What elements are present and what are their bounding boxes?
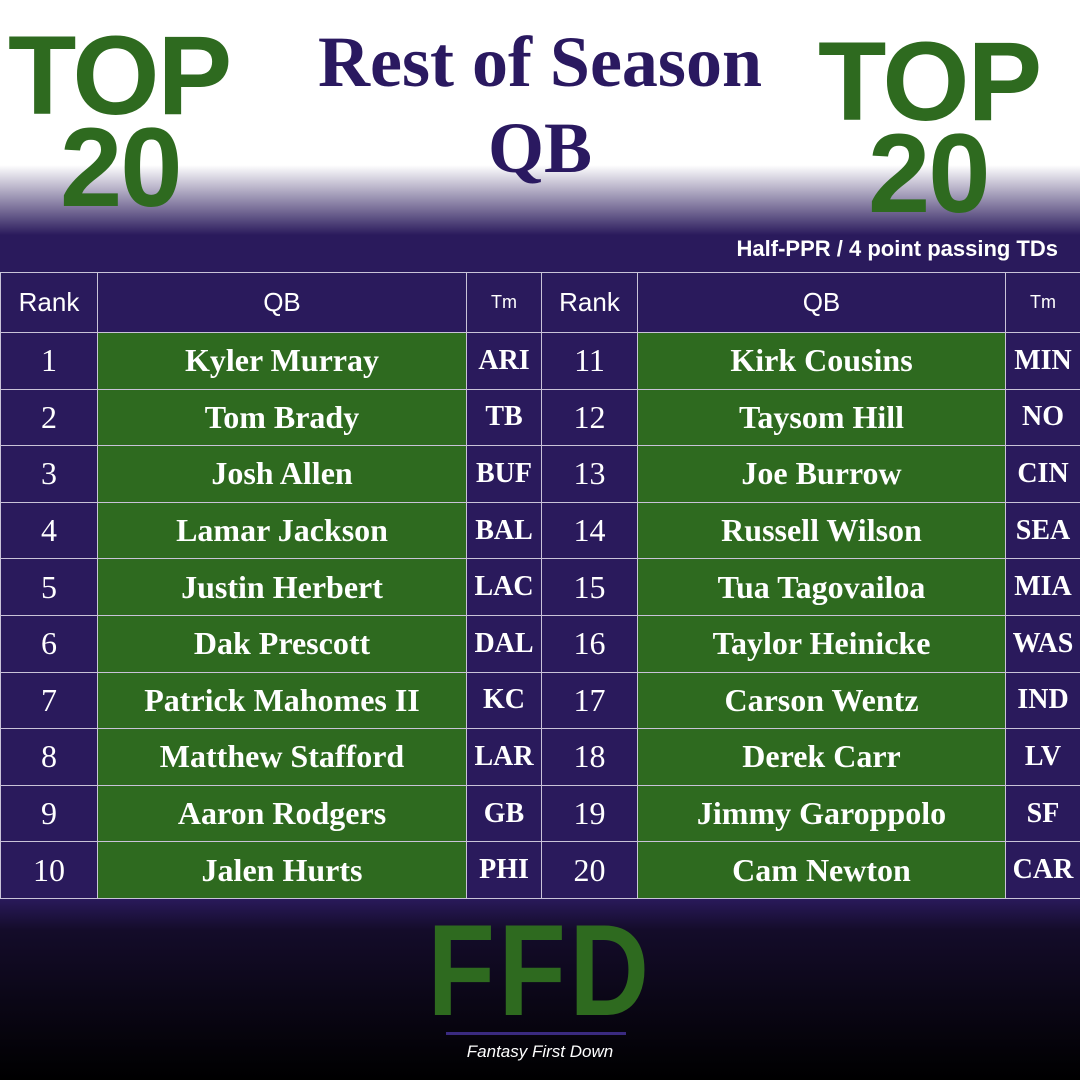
tm-cell: GB	[466, 784, 542, 843]
title: Rest of Season	[318, 22, 762, 102]
qb-cell: Taysom Hill	[637, 388, 1006, 447]
subtitle: Half-PPR / 4 point passing TDs	[736, 236, 1058, 261]
tm-cell: BUF	[466, 445, 542, 503]
rank-cell: 9	[0, 784, 98, 843]
rank-cell: 8	[0, 728, 98, 786]
rank-cell: 13	[541, 445, 638, 503]
qb-cell: Carson Wentz	[637, 671, 1006, 730]
qb-cell: Kirk Cousins	[637, 332, 1006, 390]
qb-cell: Matthew Stafford	[97, 728, 467, 786]
rank-cell: 15	[541, 558, 638, 616]
tagline: Fantasy First Down	[466, 1042, 614, 1061]
rank-cell: 16	[541, 615, 638, 673]
tm-cell: LAC	[466, 558, 542, 616]
rank-cell: 3	[0, 445, 98, 503]
tm-cell: CIN	[1005, 445, 1080, 503]
qb-cell: Joe Burrow	[637, 445, 1006, 503]
qb-cell: Cam Newton	[637, 841, 1006, 899]
tm-cell: LAR	[466, 728, 542, 786]
qb-cell: Taylor Heinicke	[637, 615, 1006, 673]
logo: FFD	[427, 897, 653, 1043]
rank-cell: 18	[541, 728, 638, 786]
tm-cell: LV	[1005, 728, 1080, 786]
tm-cell: IND	[1005, 671, 1080, 730]
column-header: Tm	[466, 272, 542, 333]
column-header: QB	[97, 272, 467, 333]
rank-cell: 2	[0, 388, 98, 447]
tm-cell: MIN	[1005, 332, 1080, 390]
column-header: QB	[637, 272, 1006, 333]
logo-rule	[446, 1032, 626, 1035]
tm-cell: WAS	[1005, 615, 1080, 673]
top-label: TOP	[8, 13, 232, 138]
top-label: TOP	[818, 19, 1042, 144]
rank-cell: 6	[0, 615, 98, 673]
qb-cell: Jalen Hurts	[97, 841, 467, 899]
qb-cell: Kyler Murray	[97, 332, 467, 390]
tm-cell: ARI	[466, 332, 542, 390]
qb-cell: Tom Brady	[97, 388, 467, 447]
tm-cell: TB	[466, 388, 542, 447]
tm-cell: KC	[466, 671, 542, 730]
position: QB	[487, 108, 593, 188]
qb-cell: Dak Prescott	[97, 615, 467, 673]
tm-cell: DAL	[466, 615, 542, 673]
qb-cell: Derek Carr	[637, 728, 1006, 786]
tm-cell: BAL	[466, 501, 542, 560]
qb-cell: Tua Tagovailoa	[637, 558, 1006, 616]
rank-cell: 5	[0, 558, 98, 616]
rank-cell: 19	[541, 784, 638, 843]
tm-cell: CAR	[1005, 841, 1080, 899]
rank-cell: 12	[541, 388, 638, 447]
rank-cell: 4	[0, 501, 98, 560]
tm-cell: NO	[1005, 388, 1080, 447]
rank-cell: 1	[0, 332, 98, 390]
qb-cell: Aaron Rodgers	[97, 784, 467, 843]
rank-cell: 7	[0, 671, 98, 730]
qb-cell: Lamar Jackson	[97, 501, 467, 560]
tm-cell: SEA	[1005, 501, 1080, 560]
qb-cell: Jimmy Garoppolo	[637, 784, 1006, 843]
tm-cell: MIA	[1005, 558, 1080, 616]
column-header: Rank	[0, 272, 98, 333]
qb-cell: Justin Herbert	[97, 558, 467, 616]
top-number: 20	[60, 105, 183, 230]
rank-cell: 11	[541, 332, 638, 390]
column-header: Rank	[541, 272, 638, 333]
rank-cell: 10	[0, 841, 98, 899]
column-header: Tm	[1005, 272, 1080, 333]
qb-cell: Patrick Mahomes II	[97, 671, 467, 730]
rank-cell: 20	[541, 841, 638, 899]
tm-cell: PHI	[466, 841, 542, 899]
rank-cell: 14	[541, 501, 638, 560]
qb-cell: Josh Allen	[97, 445, 467, 503]
tm-cell: SF	[1005, 784, 1080, 843]
rank-cell: 17	[541, 671, 638, 730]
top-number: 20	[868, 111, 991, 236]
qb-cell: Russell Wilson	[637, 501, 1006, 560]
